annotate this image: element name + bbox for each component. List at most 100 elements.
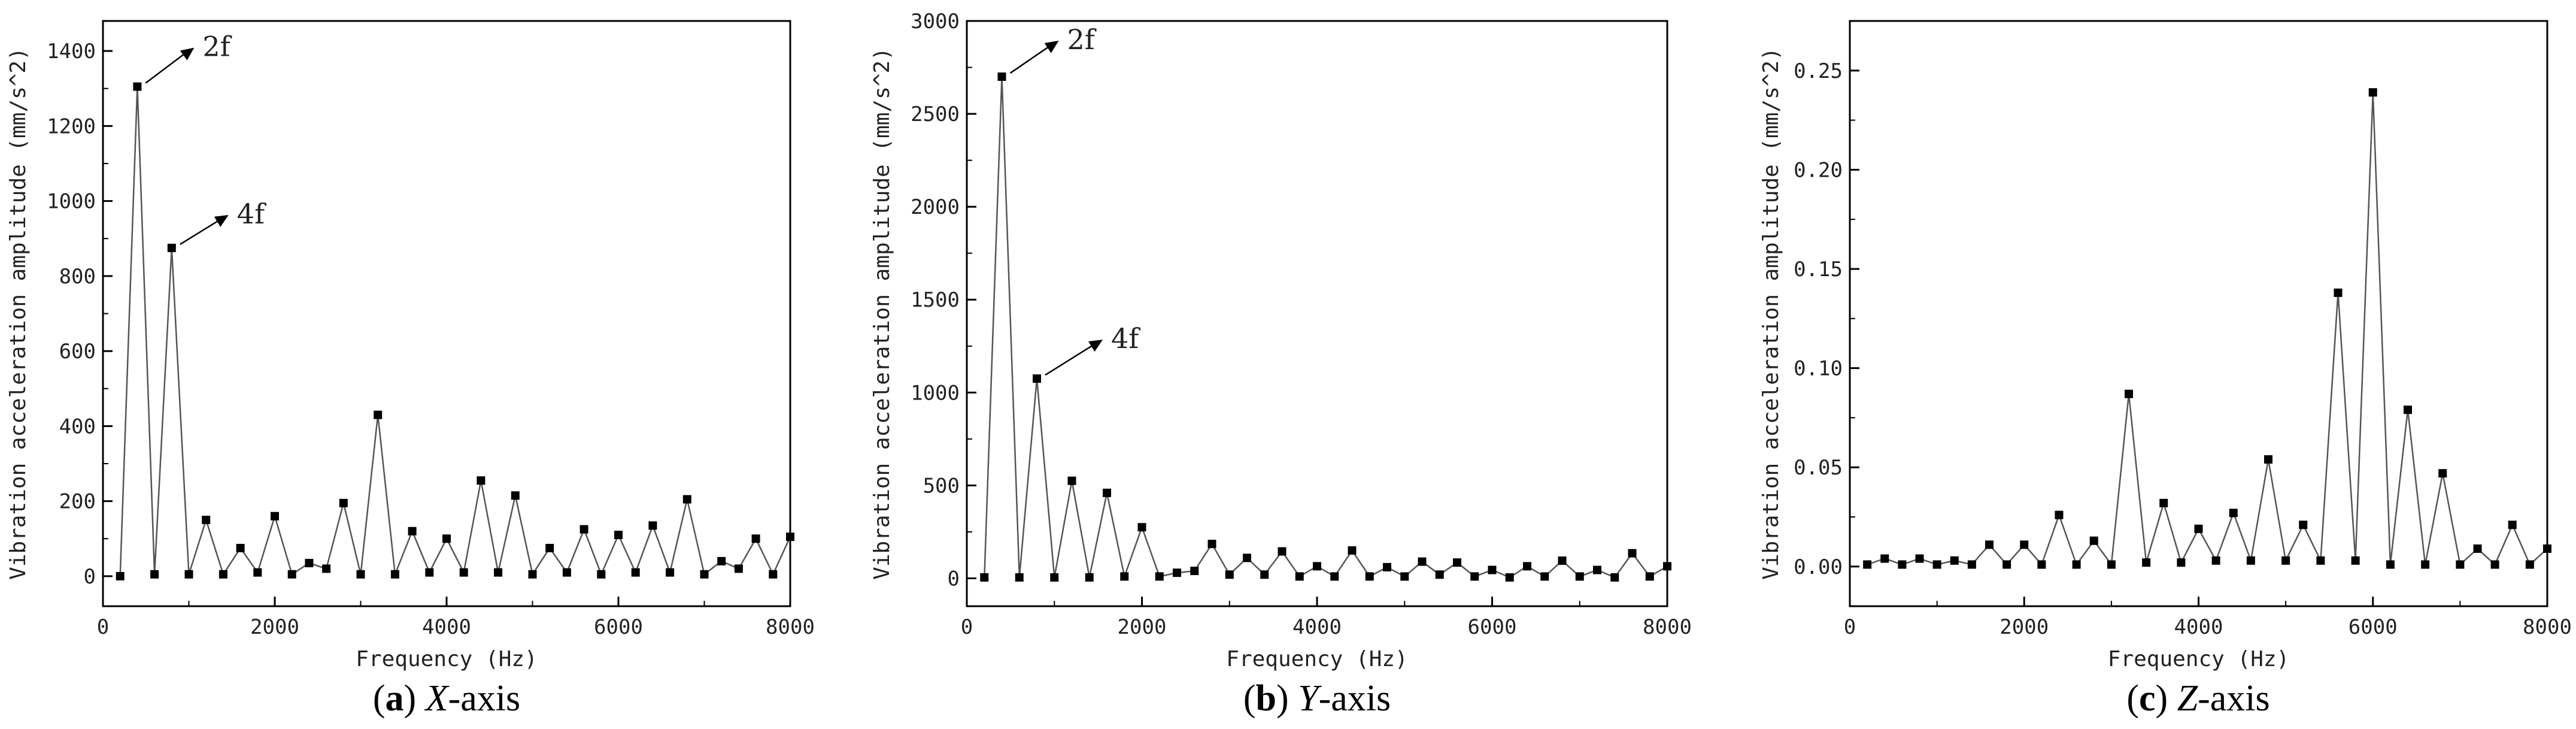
y-tick-label: 3000 [911, 10, 960, 34]
data-point [1348, 546, 1357, 555]
data-point [1645, 572, 1654, 581]
data-point [1558, 556, 1567, 565]
series-line [119, 86, 791, 577]
data-point [717, 556, 726, 565]
panel-caption: (c) Z-axis [2126, 678, 2269, 719]
data-point [1950, 556, 1959, 565]
y-tick-label: 500 [923, 474, 960, 498]
y-tick-label: 1500 [911, 288, 960, 312]
data-point [1050, 573, 1059, 582]
y-tick-label: 1200 [47, 114, 96, 138]
x-tick-label: 8000 [766, 615, 815, 639]
annotation-arrowhead [180, 47, 195, 61]
data-point [2386, 560, 2395, 569]
data-point [2456, 560, 2465, 569]
data-point [1225, 570, 1234, 579]
data-point [1915, 554, 1924, 563]
data-point [2177, 558, 2186, 567]
x-tick-label: 4000 [2174, 615, 2223, 639]
plot-frame [1849, 20, 2548, 607]
data-point [666, 568, 675, 577]
data-point [614, 531, 623, 540]
y-tick-label: 2000 [911, 195, 960, 219]
data-point [1418, 557, 1427, 566]
data-point [425, 568, 434, 577]
data-point [1260, 570, 1269, 579]
series-line [984, 76, 1668, 580]
data-point [2508, 521, 2517, 530]
data-point [2246, 556, 2255, 565]
data-point [1330, 572, 1339, 581]
data-point [133, 82, 142, 91]
data-point [682, 495, 691, 504]
x-tick-label: 4000 [422, 615, 471, 639]
data-point [2299, 521, 2308, 530]
data-point [1365, 572, 1374, 581]
data-point [2368, 88, 2377, 97]
data-point [202, 515, 211, 524]
data-point [494, 568, 503, 577]
data-point [579, 525, 588, 534]
x-tick-label: 8000 [1643, 615, 1692, 639]
data-point [2334, 288, 2343, 297]
data-point [631, 568, 640, 577]
panel-caption: (a) X-axis [373, 678, 520, 719]
data-point [1967, 560, 1976, 569]
data-point [1435, 570, 1444, 579]
data-point [322, 564, 331, 573]
data-point [648, 521, 657, 530]
panel-caption: (b) Y-axis [1243, 678, 1391, 719]
x-axis-title: Frequency (Hz) [356, 647, 537, 671]
data-point [356, 570, 365, 579]
y-tick-label: 0.00 [1794, 555, 1843, 579]
data-point [2438, 469, 2447, 478]
x-tick-label: 4000 [1292, 615, 1342, 639]
y-tick-label: 0.15 [1794, 258, 1843, 282]
annotation-label: 4f [1111, 322, 1140, 355]
y-tick-label: 2500 [911, 102, 960, 126]
data-point [184, 570, 193, 579]
data-point [1295, 572, 1304, 581]
data-point [2159, 498, 2168, 507]
data-point [2125, 389, 2133, 398]
y-tick-label: 0.25 [1794, 59, 1843, 83]
x-tick-label: 6000 [2349, 615, 2398, 639]
data-point [1932, 560, 1941, 569]
data-point [219, 570, 227, 579]
y-tick-label: 1000 [911, 381, 960, 405]
x-tick-label: 6000 [594, 615, 643, 639]
data-point [2525, 560, 2534, 569]
data-point [408, 527, 417, 536]
y-tick-label: 1000 [47, 190, 96, 214]
annotation-arrow [1009, 43, 1055, 74]
y-tick-label: 0.20 [1794, 158, 1843, 182]
annotation-arrowhead [1088, 340, 1103, 352]
data-point [305, 558, 314, 567]
data-point [1985, 540, 1994, 549]
data-point [459, 568, 468, 577]
data-point [1137, 523, 1146, 532]
data-point [116, 571, 125, 580]
chart-panel-b: 0 2000 4000 6000 8000 0 500 1000 1500 2000 2500 300… [870, 10, 1692, 719]
annotation-arrow [180, 216, 224, 245]
data-point [167, 243, 176, 252]
data-point [597, 570, 606, 579]
data-point [980, 573, 989, 582]
data-point [1880, 554, 1889, 563]
data-point [1155, 572, 1164, 581]
data-point [2490, 560, 2499, 569]
annotation-arrowhead [1044, 41, 1059, 53]
data-point [751, 534, 760, 543]
data-point [700, 570, 709, 579]
y-axis-title: Vibration acceleration amplitude (mm/s^2… [6, 47, 31, 580]
data-point [1207, 540, 1216, 549]
data-point [2020, 540, 2029, 549]
data-point [1400, 572, 1409, 581]
data-point [2281, 556, 2290, 565]
data-point [1610, 573, 1619, 582]
y-tick-label: 0 [948, 567, 960, 591]
data-point [1575, 572, 1584, 581]
x-axis-title: Frequency (Hz) [2108, 647, 2289, 671]
data-point [1898, 560, 1907, 569]
data-point [2473, 544, 2482, 553]
